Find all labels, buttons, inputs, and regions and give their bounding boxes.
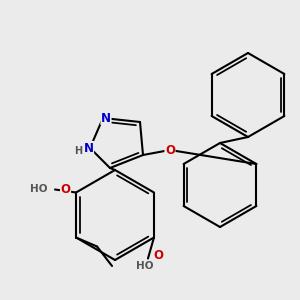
Text: HO: HO — [136, 261, 154, 271]
Text: N: N — [83, 142, 94, 154]
Text: H: H — [74, 146, 83, 156]
Text: N: N — [101, 112, 111, 124]
Text: O: O — [165, 143, 175, 157]
Text: O: O — [154, 249, 164, 262]
Text: HO: HO — [30, 184, 47, 194]
Text: O: O — [61, 183, 70, 196]
